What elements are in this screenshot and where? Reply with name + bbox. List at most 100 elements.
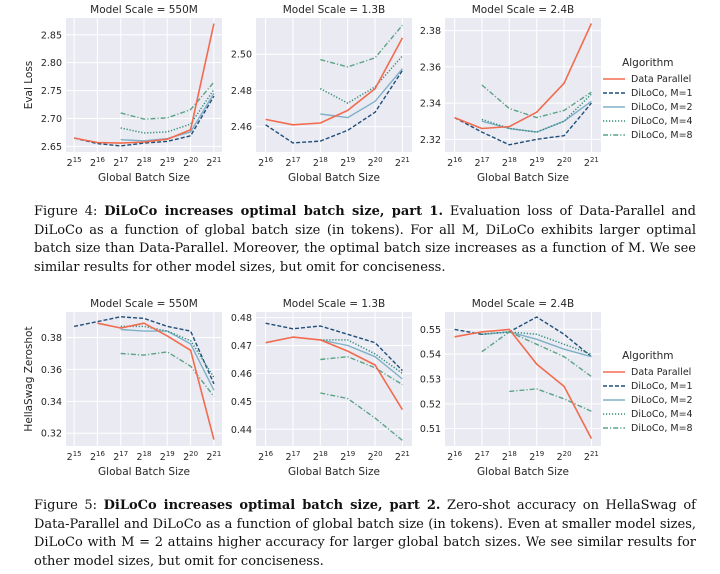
y-tick-label: 0.45 xyxy=(231,397,252,408)
x-tick-label: 218 xyxy=(313,450,328,463)
y-tick-label: 2.65 xyxy=(41,142,62,153)
x-tick-label: 220 xyxy=(368,156,383,169)
figure4-label: Figure 4: xyxy=(34,204,98,219)
x-tick-label: 220 xyxy=(368,450,383,463)
x-tick-label: 217 xyxy=(285,450,300,463)
y-tick-label: 2.36 xyxy=(420,62,441,73)
legend-label: DiLoCo, M=8 xyxy=(631,129,693,141)
y-tick-label: 0.52 xyxy=(420,399,441,410)
x-tick-label: 218 xyxy=(137,156,152,169)
legend-label: DiLoCo, M=4 xyxy=(631,115,693,127)
y-tick-label: 0.54 xyxy=(420,350,441,361)
series-line-data-parallel xyxy=(454,328,593,439)
series-line-diloco-m-8 xyxy=(481,331,592,378)
x-tick-label: 217 xyxy=(474,450,489,463)
legend-entry-diloco-m2: DiLoCo, M=2 xyxy=(603,393,693,407)
series-line-diloco-m-8-lower xyxy=(320,392,403,441)
x-tick-label: 220 xyxy=(183,450,198,463)
series-line-diloco-m-1 xyxy=(265,322,403,372)
series-line-diloco-m-8 xyxy=(320,24,403,68)
legend-label: DiLoCo, M=8 xyxy=(631,422,693,434)
x-tick-label: 219 xyxy=(160,156,175,169)
x-tick-label: 218 xyxy=(137,450,152,463)
y-tick-label: 2.50 xyxy=(231,50,252,61)
chart-title: Model Scale = 550M xyxy=(90,4,198,16)
x-tick-label: 220 xyxy=(557,450,572,463)
series-line-data-parallel xyxy=(73,23,215,144)
series-line-diloco-m-8-lower xyxy=(509,388,592,412)
y-tick-label: 0.38 xyxy=(41,333,62,344)
y-tick-label: 2.85 xyxy=(41,30,62,41)
x-tick-label: 216 xyxy=(90,156,106,169)
figure4-text: Evaluation loss of Data-Parallel and DiL… xyxy=(34,204,696,275)
chart-panel-1: 215 216 217 218 219 220 221 2.65 2.70 2.75 2.80 2.8… xyxy=(23,4,222,184)
x-tick-label: 219 xyxy=(529,450,544,463)
series-line-diloco-m-8 xyxy=(481,84,592,119)
legend-title: Algorithm xyxy=(622,57,674,69)
y-tick-label: 2.46 xyxy=(231,122,252,133)
legend-label: DiLoCo, M=4 xyxy=(631,408,693,420)
y-tick-label: 0.51 xyxy=(420,424,441,435)
x-tick-label: 216 xyxy=(447,156,463,169)
x-axis-label: Global Batch Size xyxy=(288,172,380,184)
legend-entry-diloco-m4: DiLoCo, M=4 xyxy=(603,407,693,421)
legend-entry-diloco-m2: DiLoCo, M=2 xyxy=(603,100,693,114)
y-tick-label: 0.46 xyxy=(231,369,252,380)
series-line-diloco-m-4 xyxy=(120,89,215,134)
series-line-diloco-m-4 xyxy=(320,339,403,375)
series-line-data-parallel xyxy=(265,336,404,411)
x-tick-label: 219 xyxy=(340,156,355,169)
y-tick-label: 2.80 xyxy=(41,58,62,69)
plot-area xyxy=(256,18,412,152)
y-tick-label: 0.34 xyxy=(41,397,62,408)
series-line-diloco-m-1 xyxy=(265,70,403,144)
legend-label: DiLoCo, M=1 xyxy=(631,87,693,99)
chart-panel-5: 216 217 218 219 220 221 0.44 0.45 0.46 0.47 0.48 Mo… xyxy=(231,298,412,478)
x-tick-label: 217 xyxy=(113,156,128,169)
series-line-data-parallel xyxy=(454,23,593,130)
series-line-diloco-m-2 xyxy=(320,68,403,119)
chart-title: Model Scale = 2.4B xyxy=(472,298,575,310)
y-tick-label: 0.47 xyxy=(231,341,252,352)
y-tick-label: 2.34 xyxy=(420,99,441,110)
y-axis-label: Eval Loss xyxy=(23,61,35,110)
x-tick-label: 220 xyxy=(183,156,198,169)
x-tick-label: 221 xyxy=(395,450,410,463)
series-line-diloco-m-2 xyxy=(120,328,215,391)
legend-entry-diloco-m8: DiLoCo, M=8 xyxy=(603,421,693,435)
series-line-diloco-m-4 xyxy=(481,331,592,355)
legend-entry-data-parallel: Data Parallel xyxy=(603,72,693,86)
x-tick-label: 219 xyxy=(529,156,544,169)
x-tick-label: 221 xyxy=(584,156,599,169)
y-tick-label: 0.55 xyxy=(420,325,441,336)
chart-panel-4: 215 216 217 218 219 220 221 0.32 0.34 0.36 0.38 Mod… xyxy=(23,298,222,478)
chart-title: Model Scale = 2.4B xyxy=(472,4,575,16)
x-tick-label: 217 xyxy=(285,156,300,169)
series-line-diloco-m-1 xyxy=(454,102,592,146)
chart-title: Model Scale = 550M xyxy=(90,298,198,310)
y-tick-label: 0.32 xyxy=(41,429,62,440)
plot-area xyxy=(256,312,412,446)
chart-title: Model Scale = 1.3B xyxy=(283,4,386,16)
x-axis-label: Global Batch Size xyxy=(477,466,569,478)
x-tick-label: 215 xyxy=(67,450,82,463)
x-tick-label: 216 xyxy=(258,156,274,169)
legend-fig4: Algorithm Data Parallel DiLoCo, M=1 DiLo… xyxy=(603,57,693,142)
x-tick-label: 217 xyxy=(474,156,489,169)
x-tick-label: 216 xyxy=(447,450,463,463)
legend-label: Data Parallel xyxy=(631,366,692,378)
x-tick-label: 221 xyxy=(584,450,599,463)
y-tick-label: 0.36 xyxy=(41,365,62,376)
figure4-caption: Figure 4: DiLoCo increases optimal batch… xyxy=(34,203,696,277)
x-tick-label: 218 xyxy=(502,156,517,169)
series-line-diloco-m-4 xyxy=(319,55,403,104)
x-tick-label: 217 xyxy=(113,450,128,463)
chart-title: Model Scale = 1.3B xyxy=(283,298,386,310)
chart-panel-2: 216 217 218 219 220 221 2.46 2.48 2.50 Model Scal… xyxy=(231,4,412,184)
legend-label: DiLoCo, M=1 xyxy=(631,380,693,392)
x-tick-label: 216 xyxy=(258,450,274,463)
series-line-diloco-m-8 xyxy=(120,81,215,120)
series-line-diloco-m-4 xyxy=(120,325,215,378)
legend-entry-diloco-m1: DiLoCo, M=1 xyxy=(603,86,693,100)
figure5-text: Zero-shot accuracy on HellaSwag of Data-… xyxy=(34,498,696,569)
